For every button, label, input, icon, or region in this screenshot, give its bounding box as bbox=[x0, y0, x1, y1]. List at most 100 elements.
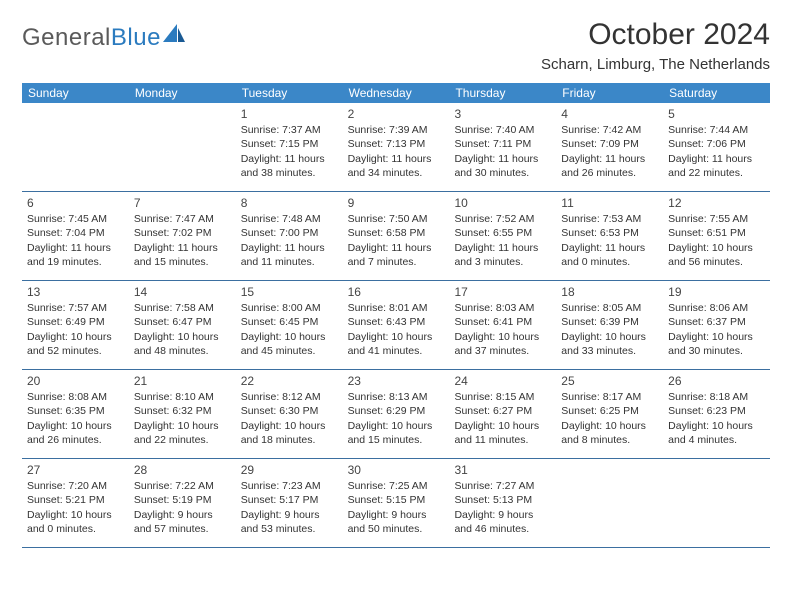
daylight-text: Daylight: 9 hours and 46 minutes. bbox=[454, 508, 551, 536]
sunrise-text: Sunrise: 7:50 AM bbox=[348, 212, 445, 226]
day-number: 23 bbox=[348, 373, 445, 389]
day-cell: 24Sunrise: 8:15 AMSunset: 6:27 PMDayligh… bbox=[449, 370, 556, 458]
day-number: 27 bbox=[27, 462, 124, 478]
daylight-text: Daylight: 10 hours and 15 minutes. bbox=[348, 419, 445, 447]
day-number: 25 bbox=[561, 373, 658, 389]
sunset-text: Sunset: 6:55 PM bbox=[454, 226, 551, 240]
title-block: October 2024 Scharn, Limburg, The Nether… bbox=[541, 18, 770, 73]
sunrise-text: Sunrise: 7:27 AM bbox=[454, 479, 551, 493]
daylight-text: Daylight: 11 hours and 0 minutes. bbox=[561, 241, 658, 269]
day-number: 28 bbox=[134, 462, 231, 478]
day-number: 9 bbox=[348, 195, 445, 211]
week-row: 13Sunrise: 7:57 AMSunset: 6:49 PMDayligh… bbox=[22, 281, 770, 370]
week-row: 20Sunrise: 8:08 AMSunset: 6:35 PMDayligh… bbox=[22, 370, 770, 459]
sunset-text: Sunset: 6:49 PM bbox=[27, 315, 124, 329]
sunrise-text: Sunrise: 8:18 AM bbox=[668, 390, 765, 404]
day-number: 13 bbox=[27, 284, 124, 300]
sunrise-text: Sunrise: 8:00 AM bbox=[241, 301, 338, 315]
sunrise-text: Sunrise: 7:47 AM bbox=[134, 212, 231, 226]
day-cell: 25Sunrise: 8:17 AMSunset: 6:25 PMDayligh… bbox=[556, 370, 663, 458]
daylight-text: Daylight: 10 hours and 41 minutes. bbox=[348, 330, 445, 358]
weeks-container: 1Sunrise: 7:37 AMSunset: 7:15 PMDaylight… bbox=[22, 103, 770, 548]
weekday-header: Wednesday bbox=[343, 83, 450, 103]
day-number: 1 bbox=[241, 106, 338, 122]
weekday-header: Sunday bbox=[22, 83, 129, 103]
day-cell: 4Sunrise: 7:42 AMSunset: 7:09 PMDaylight… bbox=[556, 103, 663, 191]
day-number: 30 bbox=[348, 462, 445, 478]
weekday-header: Thursday bbox=[449, 83, 556, 103]
sunrise-text: Sunrise: 8:12 AM bbox=[241, 390, 338, 404]
weekday-header: Monday bbox=[129, 83, 236, 103]
location-text: Scharn, Limburg, The Netherlands bbox=[541, 56, 770, 73]
sunset-text: Sunset: 5:17 PM bbox=[241, 493, 338, 507]
day-number: 17 bbox=[454, 284, 551, 300]
sunset-text: Sunset: 6:23 PM bbox=[668, 404, 765, 418]
day-cell: 5Sunrise: 7:44 AMSunset: 7:06 PMDaylight… bbox=[663, 103, 770, 191]
day-cell: 9Sunrise: 7:50 AMSunset: 6:58 PMDaylight… bbox=[343, 192, 450, 280]
daylight-text: Daylight: 10 hours and 4 minutes. bbox=[668, 419, 765, 447]
sunset-text: Sunset: 6:53 PM bbox=[561, 226, 658, 240]
sunset-text: Sunset: 6:51 PM bbox=[668, 226, 765, 240]
day-number: 8 bbox=[241, 195, 338, 211]
day-number: 18 bbox=[561, 284, 658, 300]
sunset-text: Sunset: 7:00 PM bbox=[241, 226, 338, 240]
sunset-text: Sunset: 5:13 PM bbox=[454, 493, 551, 507]
sunrise-text: Sunrise: 8:10 AM bbox=[134, 390, 231, 404]
weekday-header: Friday bbox=[556, 83, 663, 103]
day-cell: 3Sunrise: 7:40 AMSunset: 7:11 PMDaylight… bbox=[449, 103, 556, 191]
day-cell: 2Sunrise: 7:39 AMSunset: 7:13 PMDaylight… bbox=[343, 103, 450, 191]
daylight-text: Daylight: 10 hours and 0 minutes. bbox=[27, 508, 124, 536]
logo-text-blue: Blue bbox=[111, 24, 161, 51]
day-number: 12 bbox=[668, 195, 765, 211]
sunrise-text: Sunrise: 8:06 AM bbox=[668, 301, 765, 315]
sunset-text: Sunset: 6:47 PM bbox=[134, 315, 231, 329]
sunrise-text: Sunrise: 7:57 AM bbox=[27, 301, 124, 315]
daylight-text: Daylight: 10 hours and 56 minutes. bbox=[668, 241, 765, 269]
daylight-text: Daylight: 10 hours and 8 minutes. bbox=[561, 419, 658, 447]
month-title: October 2024 bbox=[541, 18, 770, 52]
day-cell: 7Sunrise: 7:47 AMSunset: 7:02 PMDaylight… bbox=[129, 192, 236, 280]
daylight-text: Daylight: 11 hours and 38 minutes. bbox=[241, 152, 338, 180]
day-cell: 10Sunrise: 7:52 AMSunset: 6:55 PMDayligh… bbox=[449, 192, 556, 280]
day-cell bbox=[129, 103, 236, 191]
daylight-text: Daylight: 10 hours and 11 minutes. bbox=[454, 419, 551, 447]
sunset-text: Sunset: 7:09 PM bbox=[561, 137, 658, 151]
day-number: 2 bbox=[348, 106, 445, 122]
daylight-text: Daylight: 10 hours and 18 minutes. bbox=[241, 419, 338, 447]
daylight-text: Daylight: 11 hours and 15 minutes. bbox=[134, 241, 231, 269]
day-cell: 29Sunrise: 7:23 AMSunset: 5:17 PMDayligh… bbox=[236, 459, 343, 547]
day-number: 24 bbox=[454, 373, 551, 389]
sunrise-text: Sunrise: 7:23 AM bbox=[241, 479, 338, 493]
daylight-text: Daylight: 11 hours and 3 minutes. bbox=[454, 241, 551, 269]
sunset-text: Sunset: 6:41 PM bbox=[454, 315, 551, 329]
day-cell: 6Sunrise: 7:45 AMSunset: 7:04 PMDaylight… bbox=[22, 192, 129, 280]
day-cell: 22Sunrise: 8:12 AMSunset: 6:30 PMDayligh… bbox=[236, 370, 343, 458]
logo: GeneralBlue bbox=[22, 24, 185, 52]
day-number: 10 bbox=[454, 195, 551, 211]
logo-text-gray: General bbox=[22, 24, 111, 51]
sunset-text: Sunset: 6:45 PM bbox=[241, 315, 338, 329]
sunrise-text: Sunrise: 7:25 AM bbox=[348, 479, 445, 493]
day-number: 5 bbox=[668, 106, 765, 122]
sunrise-text: Sunrise: 8:15 AM bbox=[454, 390, 551, 404]
sunrise-text: Sunrise: 7:22 AM bbox=[134, 479, 231, 493]
sunset-text: Sunset: 6:35 PM bbox=[27, 404, 124, 418]
daylight-text: Daylight: 11 hours and 7 minutes. bbox=[348, 241, 445, 269]
sunset-text: Sunset: 5:15 PM bbox=[348, 493, 445, 507]
header: GeneralBlue October 2024 Scharn, Limburg… bbox=[22, 18, 770, 73]
week-row: 27Sunrise: 7:20 AMSunset: 5:21 PMDayligh… bbox=[22, 459, 770, 548]
day-cell: 13Sunrise: 7:57 AMSunset: 6:49 PMDayligh… bbox=[22, 281, 129, 369]
daylight-text: Daylight: 11 hours and 30 minutes. bbox=[454, 152, 551, 180]
sunrise-text: Sunrise: 8:08 AM bbox=[27, 390, 124, 404]
day-cell: 26Sunrise: 8:18 AMSunset: 6:23 PMDayligh… bbox=[663, 370, 770, 458]
day-cell: 20Sunrise: 8:08 AMSunset: 6:35 PMDayligh… bbox=[22, 370, 129, 458]
day-number: 7 bbox=[134, 195, 231, 211]
day-number: 21 bbox=[134, 373, 231, 389]
sunset-text: Sunset: 6:29 PM bbox=[348, 404, 445, 418]
daylight-text: Daylight: 10 hours and 52 minutes. bbox=[27, 330, 124, 358]
sunrise-text: Sunrise: 7:52 AM bbox=[454, 212, 551, 226]
daylight-text: Daylight: 11 hours and 22 minutes. bbox=[668, 152, 765, 180]
day-cell: 8Sunrise: 7:48 AMSunset: 7:00 PMDaylight… bbox=[236, 192, 343, 280]
week-row: 6Sunrise: 7:45 AMSunset: 7:04 PMDaylight… bbox=[22, 192, 770, 281]
sunrise-text: Sunrise: 8:03 AM bbox=[454, 301, 551, 315]
